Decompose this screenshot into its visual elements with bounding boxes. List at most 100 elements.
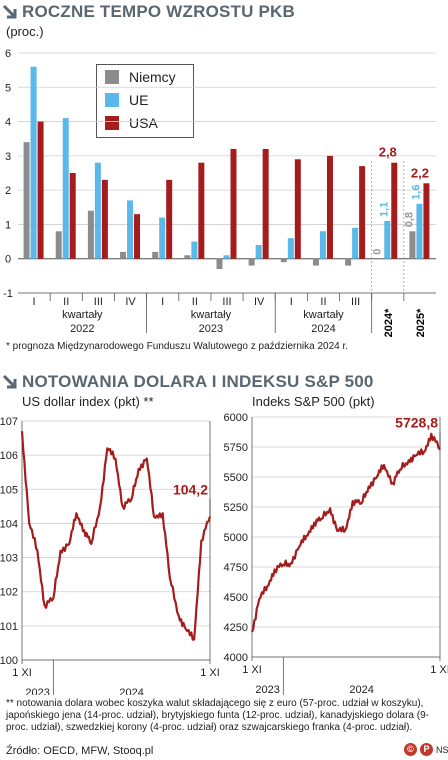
group-year: 2024 [311,323,335,335]
bar-niemcy [409,231,416,259]
usd-index-y-tick-label: 105 [0,484,18,496]
data-label-niemcy: 0,8 [403,212,415,227]
usd-index-y-tick-label: 104 [0,518,18,530]
y-tick-label: -1 [3,288,13,300]
sp500-x-tick-label: 1 XI [430,664,448,676]
fx-section-title: NOTOWANIA DOLARA I INDEKSU S&P 500 [22,372,374,391]
bar-niemcy [87,210,94,259]
bar-usa [423,183,430,259]
bar-usa [230,149,237,259]
legend-swatch-usa [105,115,119,130]
x-tick-label: I [290,296,293,308]
legend-item-niemcy: Niemcy [97,65,193,88]
fx-footnote: ** notowania dolara wobec koszyka walut … [6,698,429,733]
y-tick-label: 5 [5,82,11,94]
sp500-y-tick-label: 5500 [224,472,248,484]
legend-label-usa: USA [129,114,158,131]
usd-index-last-value-label: 104,2 [173,482,208,498]
usd-index-y-tick-label: 101 [0,621,18,633]
arrow-down-right-icon [2,374,17,389]
bar-usa [37,121,44,259]
sp500-y-tick-label: 6000 [224,412,248,424]
p-icon: P [420,743,433,756]
group-year: 2023 [199,323,223,335]
y-tick-label: 2 [5,185,11,197]
y-tick-label: 0 [5,254,11,266]
x-tick-label: IV [125,296,136,308]
group-label: kwartały [191,309,232,321]
group-label: kwartały [303,309,344,321]
bar-ue [223,255,230,259]
x-tick-label-forecast: 2024* [383,308,395,337]
data-label-ue: 1,1 [378,202,390,217]
data-label-usa: 2,8 [379,145,397,160]
x-tick-label: III [351,296,360,308]
sp500-last-value-label: 5728,8 [395,415,438,431]
gdp-unit: (proc.) [6,24,44,39]
bar-ue [384,221,391,259]
legend-item-ue: UE [97,88,193,111]
bar-niemcy [345,258,352,266]
sp500-y-tick-label: 4500 [224,592,248,604]
sp500-y-tick-label: 5750 [224,442,248,454]
bar-niemcy [23,142,30,259]
sp500-year-label: 2024 [349,684,373,695]
data-label-usa: 2,2 [411,165,429,180]
sp500-y-tick-label: 5250 [224,502,248,514]
bar-niemcy [377,258,384,260]
usd-index-year-label: 2023 [25,687,49,695]
credit: © P NS [404,743,448,756]
data-label-ue: 1,6 [410,185,422,200]
bar-usa [134,214,141,259]
sp500-y-tick-label: 4000 [224,652,248,664]
gdp-chart-title: ROCZNE TEMPO WZROSTU PKB [22,2,296,21]
bar-ue [287,238,294,259]
bar-ue [94,162,101,259]
sp500-year-label: 2023 [255,684,279,695]
usd-index-series-line [20,431,212,641]
x-tick-label-forecast: 2025* [415,308,427,337]
sp500-y-tick-label: 4250 [224,622,248,634]
usd-index-year-label: 2024 [119,687,143,695]
legend-label-ue: UE [129,91,149,108]
bar-niemcy [120,251,127,259]
bar-usa [326,155,333,259]
gdp-legend: Niemcy UE USA [96,64,194,138]
bar-usa [359,166,366,259]
gdp-footnote: * prognoza Międzynarodowego Funduszu Wal… [6,341,349,352]
bar-niemcy [248,258,255,266]
legend-item-usa: USA [97,111,193,134]
usd-index-title: US dollar index (pkt) ** [22,394,154,409]
sp500-series-line [250,432,441,633]
x-tick-label: II [63,296,69,308]
bar-ue [352,227,359,259]
legend-swatch-niemcy [105,69,119,84]
x-tick-label: I [161,296,164,308]
bar-usa [294,159,301,259]
bar-ue [255,245,262,259]
y-tick-label: 4 [5,117,11,129]
copyright-icon: © [404,743,417,756]
y-tick-label: 3 [5,151,11,163]
bar-niemcy [55,231,62,259]
bar-niemcy [216,258,223,269]
source-note: Źródło: OECD, MFW, Stooq.pl [6,745,154,757]
bar-ue [416,203,423,259]
credit-initials: NS [436,744,448,755]
usd-index-y-tick-label: 107 [0,416,18,428]
usd-index-y-tick-label: 106 [0,450,18,462]
legend-label-niemcy: Niemcy [129,68,176,85]
x-tick-label: II [320,296,326,308]
bar-ue [30,66,37,259]
data-label-niemcy: 0 [371,249,383,255]
x-tick-label: I [33,296,36,308]
x-tick-label: IV [254,296,265,308]
sp500-title: Indeks S&P 500 (pkt) [252,394,375,409]
y-tick-label: 6 [5,48,11,60]
group-year: 2022 [70,323,94,335]
bar-ue [191,241,198,259]
arrow-down-right-icon [2,4,17,19]
x-tick-label: II [192,296,198,308]
